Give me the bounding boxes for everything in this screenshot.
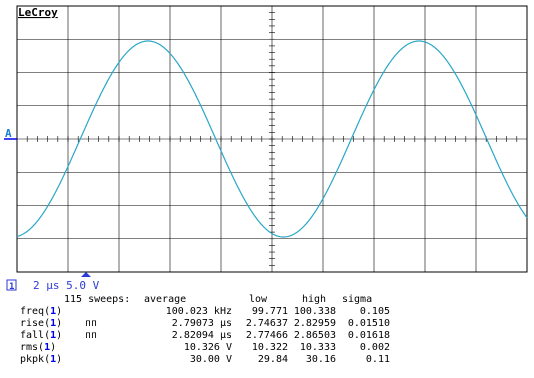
measurement-average: 2.82094 µs — [171, 330, 232, 341]
measurement-row[interactable]: fall(1) ᴨᴨ 2.82094 µs 2.77466 2.86503 0.01618 — [6, 330, 526, 342]
measurement-high: 10.333 — [299, 342, 336, 353]
pulse-icon: ᴨᴨ — [85, 330, 98, 341]
measurement-table: 115 sweeps: average low high sigma freq(… — [6, 294, 526, 366]
waveform-trace — [16, 40, 528, 238]
measurement-row[interactable]: pkpk(1) 30.00 V 29.84 30.16 0.11 — [6, 354, 526, 366]
channel-number: 1 — [50, 306, 57, 317]
header-average: average — [144, 294, 187, 305]
header-sigma: sigma — [342, 294, 373, 305]
measurement-row[interactable]: freq(1) 100.023 kHz 99.771 100.338 0.105 — [6, 306, 526, 318]
measurement-sigma: 0.105 — [359, 306, 390, 317]
measurement-average: 2.79073 µs — [171, 318, 232, 329]
measurement-header: 115 sweeps: average low high sigma — [6, 294, 526, 306]
measurement-average: 10.326 V — [183, 342, 232, 353]
timebase-readout: 2 µs 5.0 V — [33, 279, 100, 292]
brand-logo: LeCroy — [18, 6, 58, 19]
measurement-name: pkpk(1) — [20, 354, 63, 365]
measurement-low: 10.322 — [251, 342, 288, 353]
graticule — [4, 5, 528, 273]
channel-number: 1 — [44, 342, 51, 353]
measurement-row[interactable]: rms(1) 10.326 V 10.322 10.333 0.002 — [6, 342, 526, 354]
pulse-icon: ᴨᴨ — [85, 318, 98, 329]
header-high: high — [302, 294, 327, 305]
measurement-low: 2.74637 — [245, 318, 288, 329]
sweeps-count: 115 sweeps: — [64, 294, 131, 305]
channel-number: 1 — [50, 354, 57, 365]
measurement-sigma: 0.11 — [365, 354, 390, 365]
measurement-low: 2.77466 — [245, 330, 288, 341]
channel-badge-label: 1 — [9, 282, 14, 292]
measurement-name: rise(1) — [20, 318, 63, 329]
channel-number: 1 — [50, 330, 57, 341]
trigger-position-icon[interactable] — [81, 272, 91, 277]
measurement-sigma: 0.01510 — [347, 318, 390, 329]
channel-marker[interactable]: A — [5, 127, 12, 140]
measurement-high: 2.82959 — [293, 318, 336, 329]
measurement-name: freq(1) — [20, 306, 63, 317]
measurement-low: 29.84 — [257, 354, 288, 365]
measurement-high: 2.86503 — [293, 330, 336, 341]
measurement-high: 30.16 — [305, 354, 336, 365]
header-low: low — [249, 294, 268, 305]
measurement-sigma: 0.01618 — [347, 330, 390, 341]
measurement-row[interactable]: rise(1) ᴨᴨ 2.79073 µs 2.74637 2.82959 0.01510 — [6, 318, 526, 330]
measurement-high: 100.338 — [293, 306, 336, 317]
channel-badge[interactable] — [6, 279, 17, 291]
measurement-average: 100.023 kHz — [165, 306, 232, 317]
measurement-average: 30.00 V — [189, 354, 232, 365]
channel-number: 1 — [50, 318, 57, 329]
measurement-name: fall(1) — [20, 330, 63, 341]
measurement-name: rms(1) — [20, 342, 57, 353]
measurement-low: 99.771 — [251, 306, 288, 317]
measurement-sigma: 0.002 — [359, 342, 390, 353]
